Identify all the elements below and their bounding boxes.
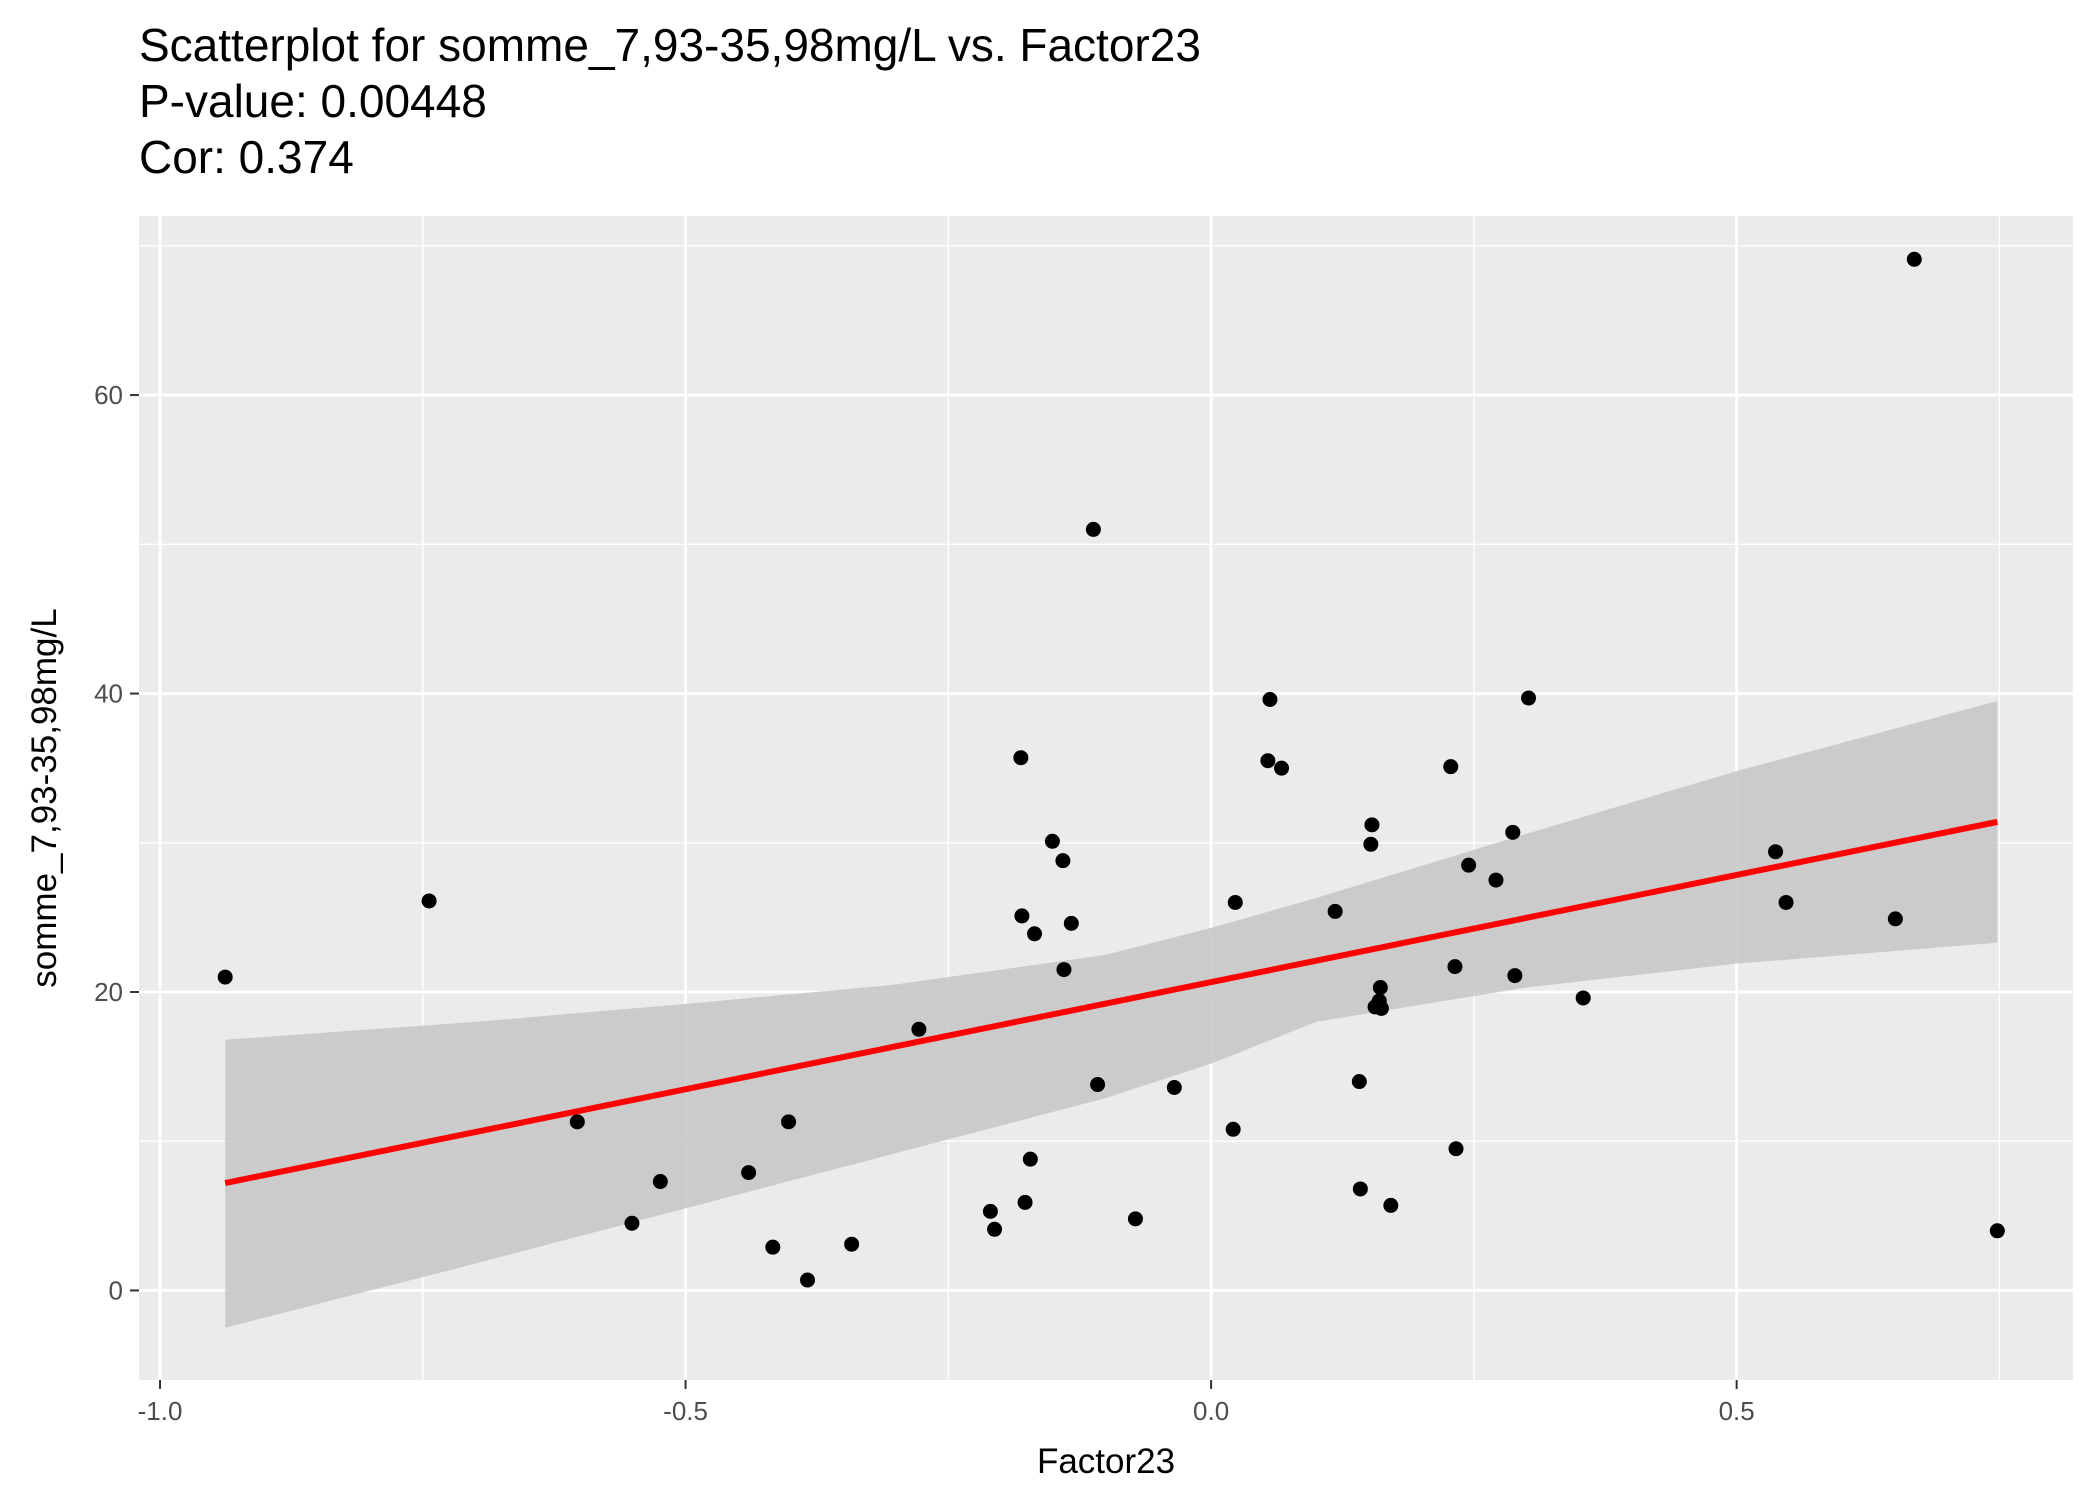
data-point: [1013, 750, 1029, 766]
y-tick-label: 40: [94, 679, 123, 709]
confidence-band: [225, 701, 1998, 1328]
y-axis-title: somme_7,93-35,98mg/L: [25, 608, 64, 987]
x-tick-label: -1.0: [138, 1396, 183, 1426]
data-point: [1372, 980, 1388, 996]
data-point: [844, 1236, 860, 1252]
data-point: [987, 1221, 1003, 1237]
data-point: [1085, 521, 1101, 537]
data-point: [1225, 1121, 1241, 1137]
data-point: [1373, 1000, 1389, 1016]
data-points: [217, 251, 2005, 1288]
data-point: [652, 1174, 668, 1190]
data-point: [1989, 1223, 2005, 1239]
data-point: [1055, 853, 1071, 869]
data-point: [1443, 759, 1459, 775]
data-point: [1022, 1151, 1038, 1167]
regression-line: [224, 818, 1998, 1186]
data-point: [1166, 1080, 1182, 1096]
data-point: [1017, 1194, 1033, 1210]
data-point: [1127, 1211, 1143, 1227]
data-point: [1461, 857, 1477, 873]
data-point: [911, 1021, 927, 1037]
data-point: [1227, 894, 1243, 910]
data-point: [1327, 903, 1343, 919]
data-point: [1044, 833, 1060, 849]
chart-title: Scatterplot for somme_7,93-35,98mg/L vs.…: [139, 19, 1201, 71]
data-point: [217, 969, 233, 985]
data-point: [1364, 817, 1380, 833]
data-point: [569, 1114, 585, 1130]
data-point: [1488, 872, 1504, 888]
data-point: [1351, 1074, 1367, 1090]
data-point: [1447, 959, 1463, 975]
data-point: [1063, 915, 1079, 931]
data-point: [781, 1114, 797, 1130]
data-point: [421, 893, 437, 909]
chart-p-value: P-value: 0.00448: [139, 75, 487, 127]
data-point: [1906, 251, 1922, 267]
x-axis: -1.0 -0.5 0.0 0.5: [138, 1380, 1755, 1426]
data-point: [1383, 1197, 1399, 1213]
data-point: [1363, 836, 1379, 852]
data-point: [741, 1165, 757, 1181]
data-point: [982, 1203, 998, 1219]
data-point: [1768, 844, 1784, 860]
y-axis: 0 20 40 60: [94, 380, 139, 1305]
data-point: [1274, 760, 1290, 776]
data-point: [1505, 824, 1521, 840]
data-point: [1262, 692, 1278, 708]
data-point: [1448, 1141, 1464, 1157]
chart-correlation: Cor: 0.374: [139, 131, 354, 183]
data-point: [1260, 753, 1276, 769]
x-tick-label: -0.5: [663, 1396, 708, 1426]
y-tick-label: 20: [94, 977, 123, 1007]
data-point: [624, 1215, 640, 1231]
data-point: [799, 1272, 815, 1288]
data-point: [1352, 1181, 1368, 1197]
data-point: [1521, 690, 1537, 706]
data-point: [1027, 926, 1043, 942]
data-point: [765, 1239, 781, 1255]
data-point: [1090, 1077, 1106, 1093]
x-tick-label: 0.0: [1193, 1396, 1229, 1426]
data-point: [1778, 894, 1794, 910]
y-tick-label: 60: [94, 380, 123, 410]
data-point: [1014, 908, 1030, 924]
data-point: [1056, 962, 1072, 978]
data-point: [1575, 990, 1591, 1006]
data-point: [1507, 968, 1523, 984]
x-tick-label: 0.5: [1719, 1396, 1755, 1426]
data-point: [1887, 911, 1903, 927]
y-tick-label: 0: [109, 1275, 123, 1305]
x-axis-title: Factor23: [1037, 1442, 1175, 1481]
